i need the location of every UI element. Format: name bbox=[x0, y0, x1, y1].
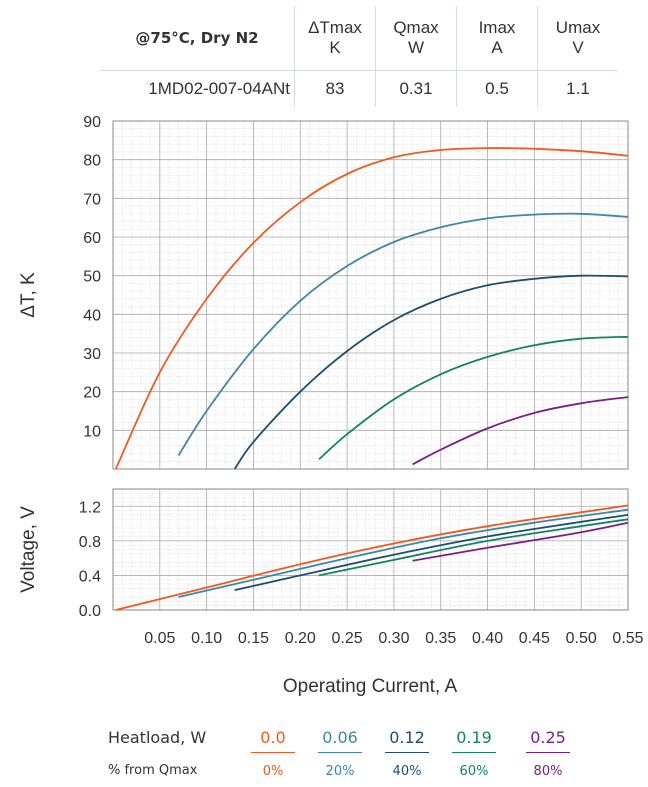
y-tick-label: 90 bbox=[83, 114, 101, 131]
heatload-legend: Heatload, W % from Qmax 0.0 0% 0.06 20% 0.12… bbox=[0, 722, 648, 782]
x-tick-label: 0.30 bbox=[378, 630, 409, 647]
y-tick-label: 0.8 bbox=[79, 534, 101, 551]
y-tick-label: 10 bbox=[83, 423, 101, 440]
y-tick-label: 20 bbox=[83, 385, 101, 402]
x-tick-label: 0.50 bbox=[566, 630, 597, 647]
value-qmax: 0.31 bbox=[375, 70, 457, 107]
x-axis-label: Operating Current, A bbox=[283, 676, 458, 697]
x-tick-label: 0.15 bbox=[238, 630, 269, 647]
legend-swatch bbox=[385, 752, 429, 753]
condition-label: @75°C, Dry N2 bbox=[100, 6, 295, 71]
y-tick-label: 70 bbox=[83, 191, 101, 208]
header-umax: Umax V bbox=[537, 6, 618, 71]
legend-heatload-value: 0.19 bbox=[456, 728, 492, 747]
y-axis-label: ΔT, K bbox=[18, 272, 39, 318]
legend-swatch bbox=[251, 752, 295, 753]
legend-heatload-value: 0.06 bbox=[322, 728, 358, 747]
legend-pct-value: 80% bbox=[533, 764, 563, 779]
series-line-2 bbox=[234, 514, 629, 591]
y-tick-label: 0.0 bbox=[79, 603, 101, 620]
series-line-3 bbox=[318, 518, 629, 577]
plot-frame bbox=[112, 488, 629, 611]
legend-pct-value: 40% bbox=[392, 764, 422, 779]
legend-heatload-label: Heatload, W bbox=[108, 728, 207, 747]
header-dtmax: ΔTmax K bbox=[294, 6, 376, 71]
series-line-2 bbox=[233, 274, 629, 470]
header-imax-unit: A bbox=[491, 38, 503, 57]
series-line-0 bbox=[114, 147, 629, 470]
model-name: 1MD02-007-04ANt bbox=[148, 79, 290, 98]
legend-heatload-value: 0.0 bbox=[260, 728, 286, 747]
header-imax-name: Imax bbox=[478, 18, 516, 37]
header-umax-unit: V bbox=[572, 38, 584, 57]
spec-value-row: 1MD02-007-04ANt 83 0.31 0.5 1.1 bbox=[100, 70, 618, 107]
series-line-3 bbox=[318, 335, 629, 460]
x-tick-label: 0.40 bbox=[472, 630, 503, 647]
header-dtmax-name: ΔTmax bbox=[308, 18, 362, 37]
legend-pct-value: 60% bbox=[459, 764, 489, 779]
legend-pct-value: 20% bbox=[325, 764, 355, 779]
header-umax-name: Umax bbox=[555, 18, 601, 37]
y-tick-label: 60 bbox=[83, 230, 101, 247]
x-tick-label: 0.35 bbox=[425, 630, 456, 647]
x-tick-label: 0.05 bbox=[144, 630, 175, 647]
y-axis-label: Voltage, V bbox=[18, 506, 39, 593]
voltage-plot: 0.0 0.4 0.8 1.2 Voltage, V bbox=[18, 488, 629, 620]
x-tick-label: 0.20 bbox=[285, 630, 316, 647]
y-tick-label: 40 bbox=[83, 307, 101, 324]
header-qmax: Qmax W bbox=[375, 6, 457, 71]
y-tick-label: 80 bbox=[83, 153, 101, 170]
x-tick-label: 0.10 bbox=[191, 630, 222, 647]
legend-swatch bbox=[452, 752, 496, 753]
legend-pct-label: % from Qmax bbox=[108, 763, 198, 778]
y-tick-label: 30 bbox=[83, 346, 101, 363]
header-dtmax-unit: K bbox=[329, 38, 341, 57]
series-line-0 bbox=[115, 504, 629, 611]
x-axis: 0.05 0.10 0.15 0.20 0.25 0.30 0.35 0.40 0.45 0.50… bbox=[144, 630, 643, 697]
y-tick-label: 50 bbox=[83, 269, 101, 286]
spec-table: @75°C, Dry N2 ΔTmax K Qmax W Imax A Umax… bbox=[100, 6, 618, 107]
series-line-1 bbox=[177, 212, 629, 456]
delta-t-plot: 10 20 30 40 50 60 70 80 90 ΔT, K bbox=[18, 114, 629, 470]
header-qmax-unit: W bbox=[407, 38, 425, 57]
header-qmax-name: Qmax bbox=[393, 18, 439, 37]
performance-chart: 10 20 30 40 50 60 70 80 90 ΔT, K 0.0 0.4 0.8 1.2 Volt… bbox=[18, 114, 644, 697]
spec-header-row: @75°C, Dry N2 ΔTmax K Qmax W Imax A Umax… bbox=[100, 6, 618, 71]
series-line-1 bbox=[178, 508, 629, 598]
series-line-4 bbox=[412, 396, 629, 466]
value-imax: 0.5 bbox=[456, 70, 538, 107]
legend-swatch bbox=[526, 752, 570, 753]
plot-frame bbox=[112, 120, 629, 470]
x-tick-label: 0.45 bbox=[519, 630, 550, 647]
header-imax: Imax A bbox=[456, 6, 538, 71]
legend-pct-value: 0% bbox=[262, 764, 284, 779]
legend-heatload-value: 0.25 bbox=[530, 728, 566, 747]
y-tick-label: 0.4 bbox=[79, 568, 101, 585]
legend-swatch bbox=[318, 752, 362, 753]
legend-heatload-value: 0.12 bbox=[389, 728, 425, 747]
x-tick-label: 0.55 bbox=[612, 630, 643, 647]
x-tick-label: 0.25 bbox=[332, 630, 363, 647]
value-umax: 1.1 bbox=[537, 70, 618, 107]
value-dtmax: 83 bbox=[294, 70, 376, 107]
series-line-4 bbox=[412, 521, 629, 562]
y-tick-label: 1.2 bbox=[79, 499, 101, 516]
